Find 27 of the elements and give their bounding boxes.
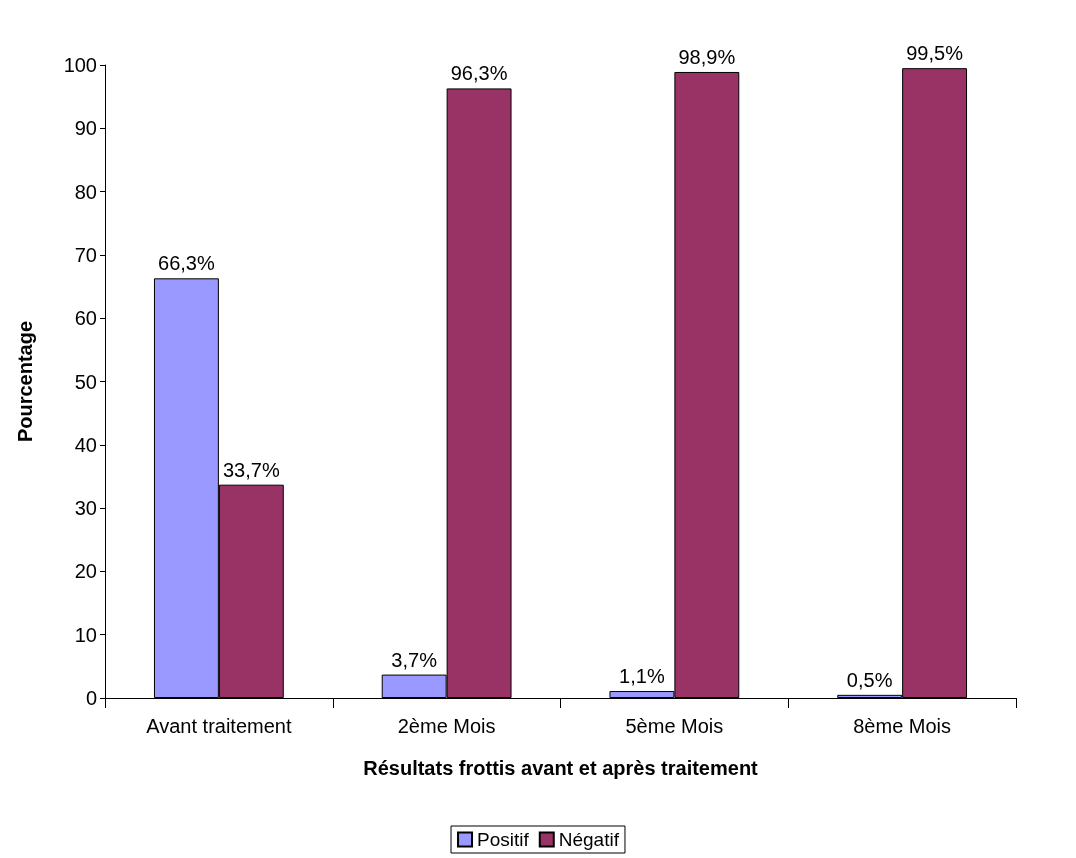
legend-label: Négatif — [558, 829, 620, 850]
y-tick-label: 40 — [74, 433, 97, 456]
x-tick-label: 2ème Mois — [397, 715, 496, 737]
x-tick-label: 8ème Mois — [853, 715, 952, 737]
y-tick-label: 90 — [74, 117, 97, 140]
data-label: 66,3% — [158, 252, 215, 275]
y-tick-label: 30 — [74, 497, 97, 520]
y-axis-title: Pourcentage — [14, 320, 36, 443]
data-label: 3,7% — [391, 648, 438, 671]
y-tick-label: 20 — [74, 560, 97, 583]
data-label: 0,5% — [846, 668, 893, 691]
y-tick-label: 80 — [74, 180, 97, 203]
y-tick-label: 70 — [74, 243, 97, 266]
data-label: 99,5% — [906, 42, 964, 65]
x-tick-label: 5ème Mois — [625, 715, 724, 737]
y-tick-label: 10 — [74, 623, 97, 646]
x-axis-title: Résultats frottis avant et après traitement — [363, 757, 759, 779]
legend-label: Positif — [477, 829, 530, 850]
y-tick-label: 50 — [74, 370, 97, 393]
data-label: 33,7% — [222, 458, 280, 481]
y-tick-label: 60 — [74, 307, 97, 330]
data-label: 98,9% — [678, 45, 736, 68]
data-label: 1,1% — [619, 665, 665, 688]
x-tick-label: Avant traitement — [146, 715, 292, 737]
y-tick-label: 100 — [63, 54, 97, 76]
data-label: 96,3% — [450, 62, 508, 85]
y-tick-label: 0 — [85, 687, 97, 709]
